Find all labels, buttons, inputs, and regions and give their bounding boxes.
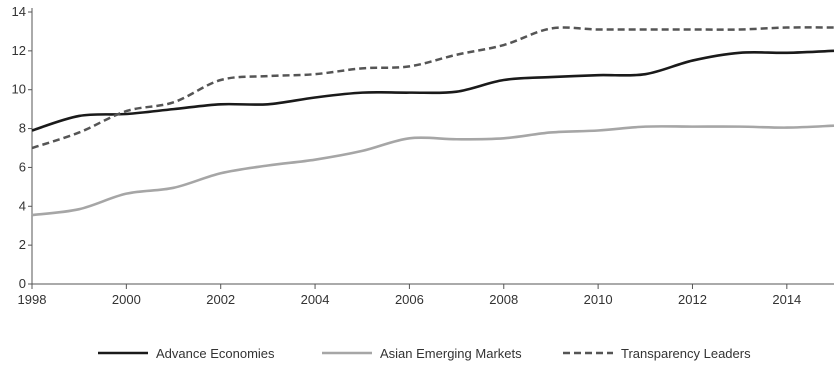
x-tick-label: 2002	[206, 292, 235, 307]
chart-axes	[31, 8, 834, 285]
y-tick-label: 10	[12, 82, 26, 97]
y-axis-ticks: 0 2 4 6 8 10 12 14	[12, 4, 32, 291]
chart-legend: Advance Economies Asian Emerging Markets T…	[98, 346, 751, 361]
series-lines	[31, 26, 835, 217]
y-tick-label: 14	[12, 4, 26, 19]
y-tick-label: 4	[19, 198, 26, 213]
x-tick-label: 2014	[772, 292, 801, 307]
legend-label-asian-emerging-markets: Asian Emerging Markets	[380, 346, 522, 361]
series-line-transparency-leaders	[31, 26, 835, 150]
y-tick-label: 2	[19, 237, 26, 252]
y-tick-label: 6	[19, 159, 26, 174]
y-tick-label: 0	[19, 276, 26, 291]
legend-label-transparency-leaders: Transparency Leaders	[621, 346, 751, 361]
x-tick-label: 1998	[18, 292, 47, 307]
legend-label-advance-economies: Advance Economies	[156, 346, 275, 361]
y-tick-label: 8	[19, 121, 26, 136]
series-line-advance-economies	[31, 49, 835, 132]
x-tick-label: 2006	[395, 292, 424, 307]
x-tick-label: 2010	[584, 292, 613, 307]
x-tick-label: 2004	[301, 292, 330, 307]
series-line-asian-emerging-markets	[31, 124, 835, 217]
x-tick-label: 2008	[489, 292, 518, 307]
x-tick-label: 2012	[678, 292, 707, 307]
y-tick-label: 12	[12, 43, 26, 58]
x-tick-label: 2000	[112, 292, 141, 307]
x-axis-ticks: 1998 2000 2002 2004 2006 2008 2010 2012 2014	[18, 284, 801, 307]
